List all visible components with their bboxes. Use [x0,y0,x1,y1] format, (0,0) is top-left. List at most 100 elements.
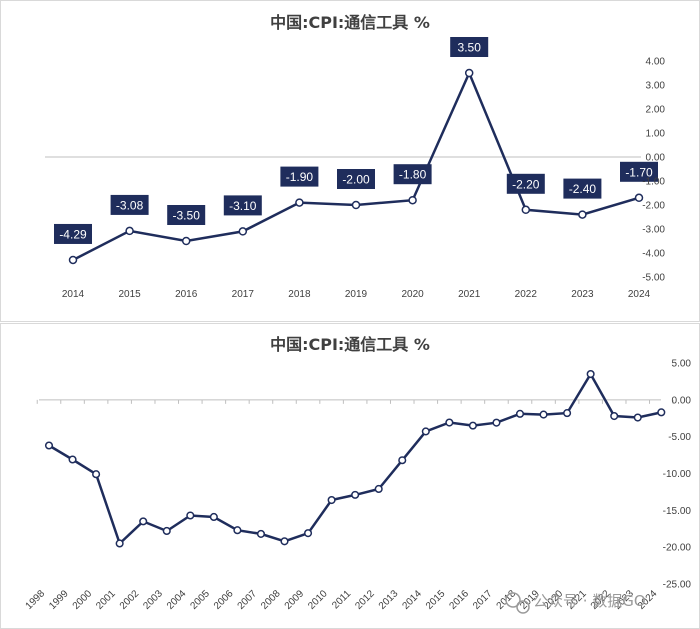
data-label-text: -3.10 [229,199,257,213]
data-point [68,255,78,265]
x-tick-label: 2014 [62,289,85,300]
y-tick-label: 0.00 [672,395,692,406]
wechat-icon [505,592,530,614]
chart-panel-top: 中国:CPI:通信工具 % -4.29 -3.08 -3.50 -3.10 -1.90 -… [0,0,700,322]
data-point [539,410,548,419]
data-point [445,418,454,427]
x-tick-label: 2013 [377,588,401,612]
x-tick-label: 2024 [628,289,651,300]
data-point [238,227,248,236]
data-label: -3.08 [110,194,149,215]
y-tick-label: 5.00 [672,359,692,370]
chart-title: 中国:CPI:通信工具 % [270,13,430,32]
data-label: -2.00 [337,169,375,189]
data-point [492,418,501,427]
y-tick-label: -5.00 [642,273,665,284]
data-label-box [337,169,375,189]
y-tick-label: 2.00 [646,105,666,116]
x-tick-label: 2006 [212,588,236,612]
x-tick-label: 2007 [236,588,260,612]
x-tick-label: 2014 [400,588,424,612]
data-point [610,411,619,421]
data-label-box [110,194,149,215]
data-point [563,409,572,418]
data-label-box [54,223,92,244]
data-point [92,470,101,479]
y-tick-label: -5.00 [668,432,691,443]
x-tick-label: 2016 [175,289,198,300]
y-tick-label: -2.00 [642,201,665,212]
data-point [256,529,266,538]
data-point [233,526,242,535]
data-label: -1.80 [393,164,432,185]
data-point [586,370,595,379]
y-tick-label: 4.00 [646,57,666,68]
x-tick-label: 2022 [515,289,538,300]
x-tick-label: 2004 [165,588,189,612]
x-tick-label: 1999 [47,588,71,612]
data-point [44,441,54,450]
data-label-text: -2.40 [569,182,597,196]
y-tick-label: 0.00 [646,153,666,164]
x-tick-label: 2016 [448,588,472,612]
data-label-box [506,173,545,194]
data-label: 3.50 [450,37,489,57]
data-label-text: -3.50 [173,209,201,223]
x-tick-label: 2000 [71,588,95,612]
data-label-text: -2.20 [512,177,540,191]
data-label-text: -1.90 [286,170,314,184]
x-tick-label: 2019 [345,289,368,300]
chart-bottom: 中国:CPI:通信工具 % 1998 1999 2000 2001 2002 2003 20… [24,335,692,614]
y-tick-label: -3.00 [642,225,665,236]
data-label: -1.90 [280,166,319,187]
x-tick-label: 2015 [424,588,448,612]
data-point [374,484,383,494]
x-tick-label: 2009 [283,588,307,612]
watermark-text: 公众号 · 数据GO [533,592,646,610]
y-tick-label: -15.00 [663,506,692,517]
x-tick-label: 2015 [118,289,141,300]
series-line [72,69,640,262]
y-tick-label: -10.00 [663,469,692,480]
data-point [578,210,587,219]
y-tick-label: 3.00 [646,81,666,92]
data-label-text: -2.00 [342,173,370,187]
x-tick-label: 2011 [330,588,353,611]
data-label-text: -1.70 [625,165,653,179]
y-tick-label: 1.00 [646,129,666,140]
watermark: 公众号 · 数据GO [505,592,646,614]
data-label-box [450,37,489,57]
y-tick-label: -1.00 [642,177,665,188]
data-point [351,200,361,210]
data-point [468,421,477,430]
chart-panel-bottom: 中国:CPI:通信工具 % 1998 1999 2000 2001 2002 2003 20… [0,323,700,629]
x-tick-label: 2002 [118,588,142,612]
data-point [209,512,218,522]
y-tick-label: -4.00 [642,249,665,260]
data-point [657,408,666,417]
x-tick-label: 2017 [471,588,495,612]
data-label-text: -3.08 [116,198,144,212]
x-tick-label: 2010 [306,588,330,612]
x-tick-label: 2017 [232,289,255,300]
y-tick-label: -20.00 [663,543,692,554]
data-label-box [393,164,432,185]
x-tick-label: 2008 [259,588,283,612]
data-label: -2.20 [506,173,545,194]
data-label-box [280,166,319,187]
data-point [280,537,289,546]
y-tick-label: -25.00 [663,580,692,591]
data-point [634,193,644,203]
data-point [139,517,148,526]
data-point [162,526,171,536]
data-point [186,511,195,520]
data-point [521,205,531,215]
data-point [421,427,430,436]
data-point [304,529,313,538]
data-point [398,456,407,465]
data-point [115,539,124,548]
data-label: -3.50 [167,205,206,225]
x-tick-label: 2012 [353,588,377,612]
data-point [125,226,134,236]
data-point [515,409,525,418]
